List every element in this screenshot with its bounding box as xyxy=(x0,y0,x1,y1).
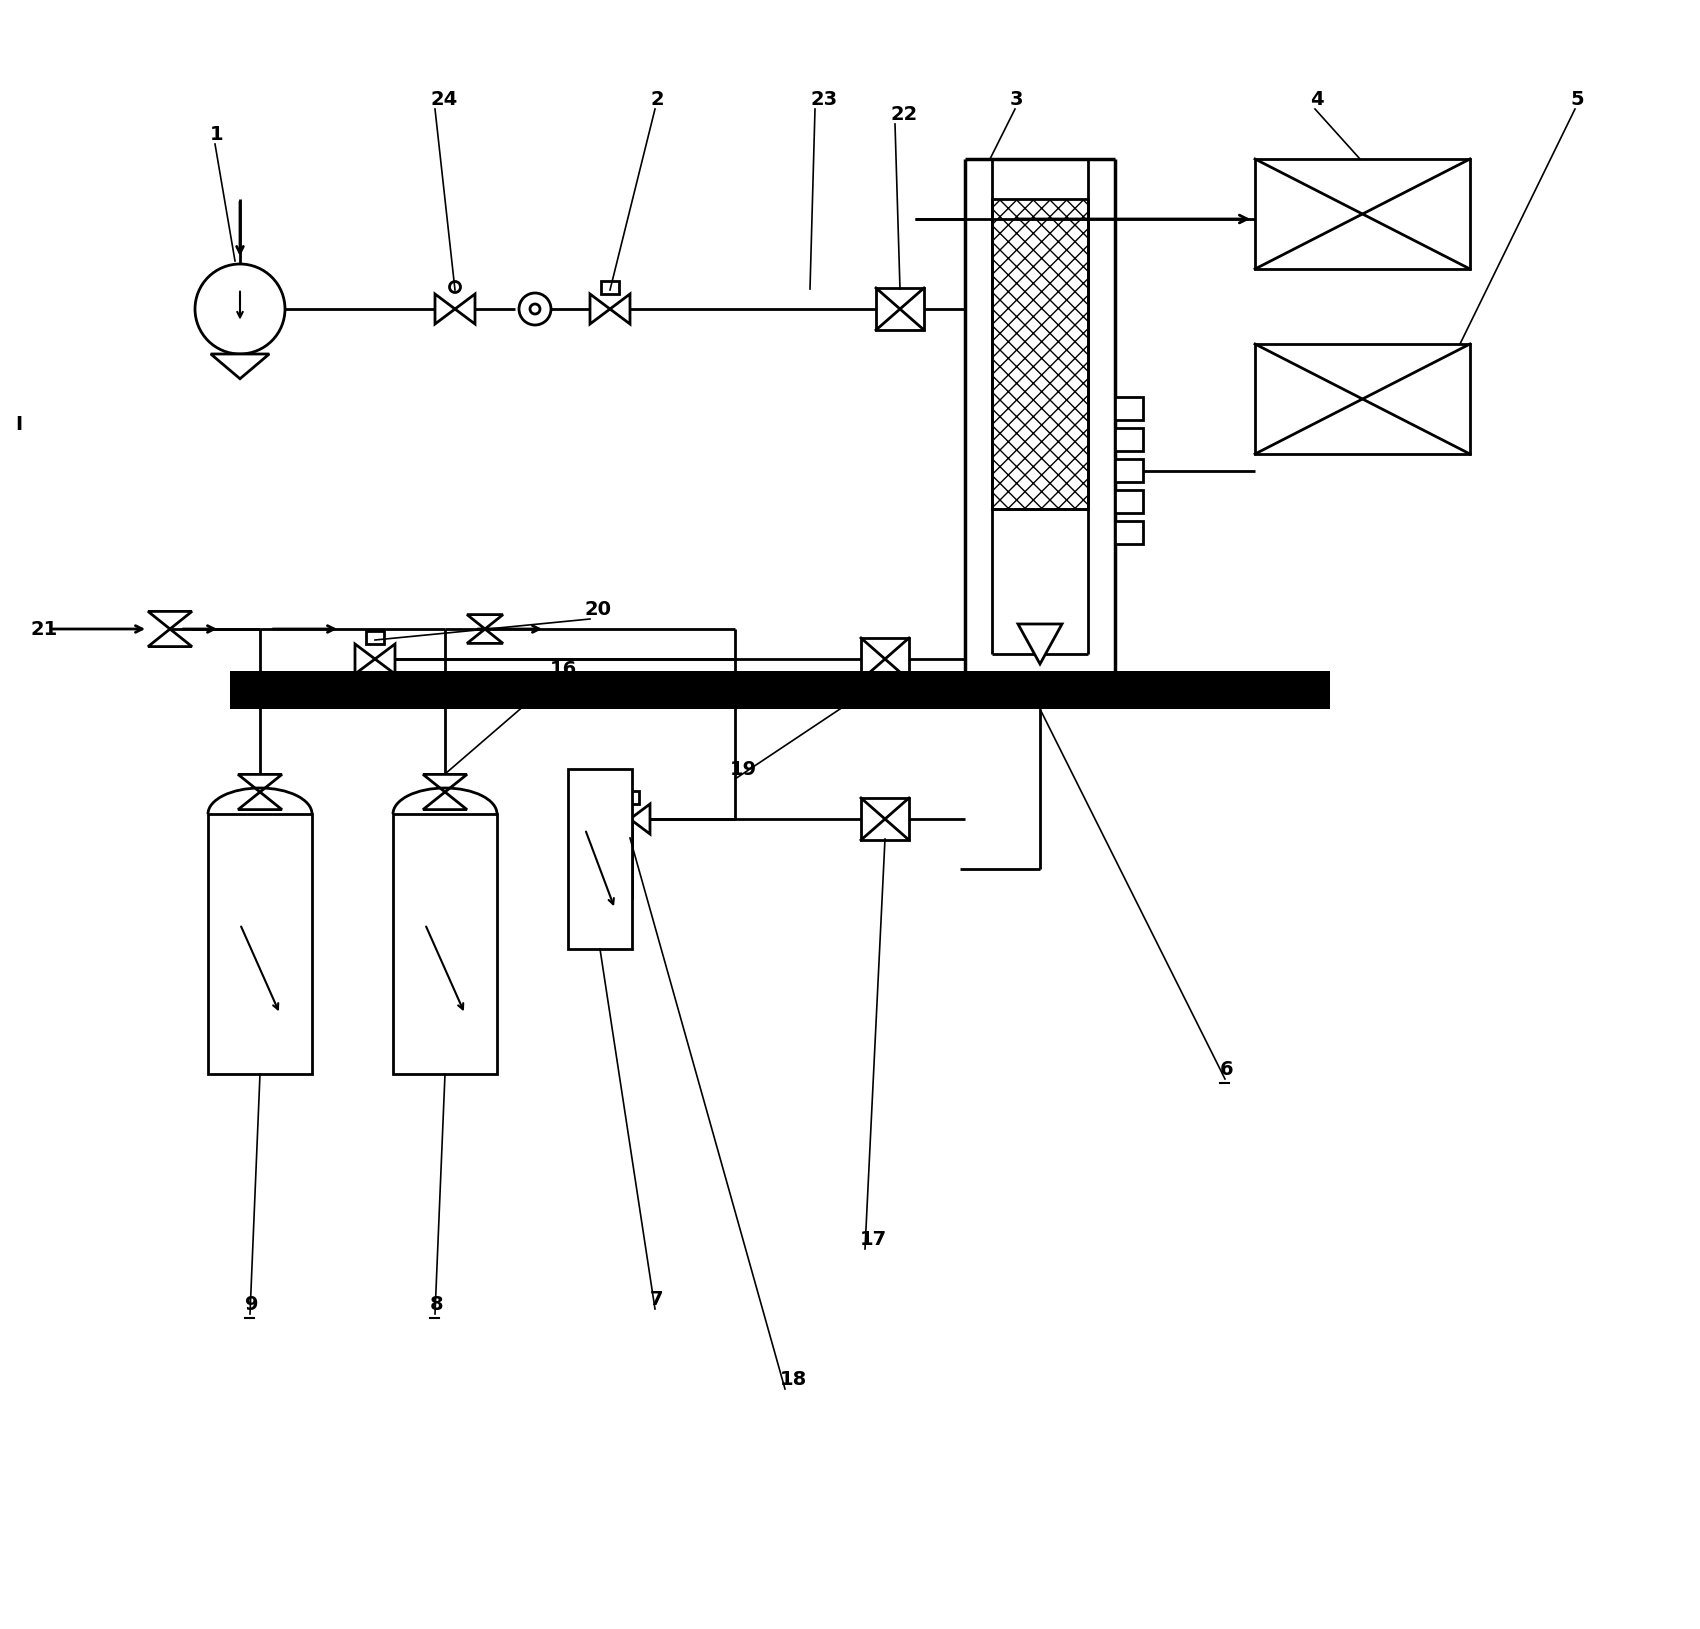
Polygon shape xyxy=(468,614,503,629)
Polygon shape xyxy=(590,293,610,324)
Text: 3: 3 xyxy=(1010,90,1023,109)
Polygon shape xyxy=(456,293,474,324)
Polygon shape xyxy=(211,353,269,380)
Bar xyxy=(1255,344,1470,454)
Bar xyxy=(230,671,1329,709)
Bar xyxy=(1115,490,1142,513)
Text: 23: 23 xyxy=(809,90,836,109)
Text: 19: 19 xyxy=(729,761,756,779)
Bar xyxy=(568,769,632,950)
Text: 2: 2 xyxy=(649,90,663,109)
Polygon shape xyxy=(423,792,468,810)
Text: 9: 9 xyxy=(245,1295,258,1315)
Text: I: I xyxy=(15,415,22,433)
Circle shape xyxy=(196,264,286,353)
Bar xyxy=(1255,160,1470,269)
Text: 6: 6 xyxy=(1221,1060,1234,1078)
Bar xyxy=(602,280,619,293)
Text: 8: 8 xyxy=(430,1295,444,1315)
Polygon shape xyxy=(435,293,456,324)
Bar xyxy=(876,288,925,331)
Polygon shape xyxy=(376,643,394,674)
Text: 16: 16 xyxy=(551,660,578,679)
Text: 4: 4 xyxy=(1311,90,1324,109)
Polygon shape xyxy=(238,792,282,810)
Polygon shape xyxy=(1018,624,1062,665)
Text: 1: 1 xyxy=(211,125,224,143)
Bar xyxy=(620,792,639,805)
Bar xyxy=(207,814,313,1074)
Bar xyxy=(393,814,496,1074)
Polygon shape xyxy=(148,611,192,629)
Text: 18: 18 xyxy=(780,1370,808,1390)
Bar xyxy=(366,630,384,643)
Polygon shape xyxy=(423,774,468,792)
Bar xyxy=(1115,521,1142,544)
Circle shape xyxy=(449,282,461,293)
Bar xyxy=(993,199,1088,508)
Text: 5: 5 xyxy=(1571,90,1584,109)
Text: 24: 24 xyxy=(430,90,457,109)
Bar xyxy=(1115,428,1142,451)
Text: 17: 17 xyxy=(860,1230,887,1249)
Polygon shape xyxy=(148,629,192,647)
Text: 20: 20 xyxy=(585,599,612,619)
Bar xyxy=(1115,459,1142,482)
Polygon shape xyxy=(631,805,649,834)
Polygon shape xyxy=(238,774,282,792)
Circle shape xyxy=(530,305,541,314)
Bar xyxy=(860,798,910,841)
Polygon shape xyxy=(355,643,376,674)
Text: 7: 7 xyxy=(649,1290,663,1310)
Text: 21: 21 xyxy=(31,621,58,639)
Bar xyxy=(1115,397,1142,420)
Text: 22: 22 xyxy=(891,104,918,124)
Polygon shape xyxy=(610,293,631,324)
Polygon shape xyxy=(610,805,631,834)
Polygon shape xyxy=(468,629,503,643)
Circle shape xyxy=(518,293,551,326)
Bar xyxy=(860,639,910,679)
